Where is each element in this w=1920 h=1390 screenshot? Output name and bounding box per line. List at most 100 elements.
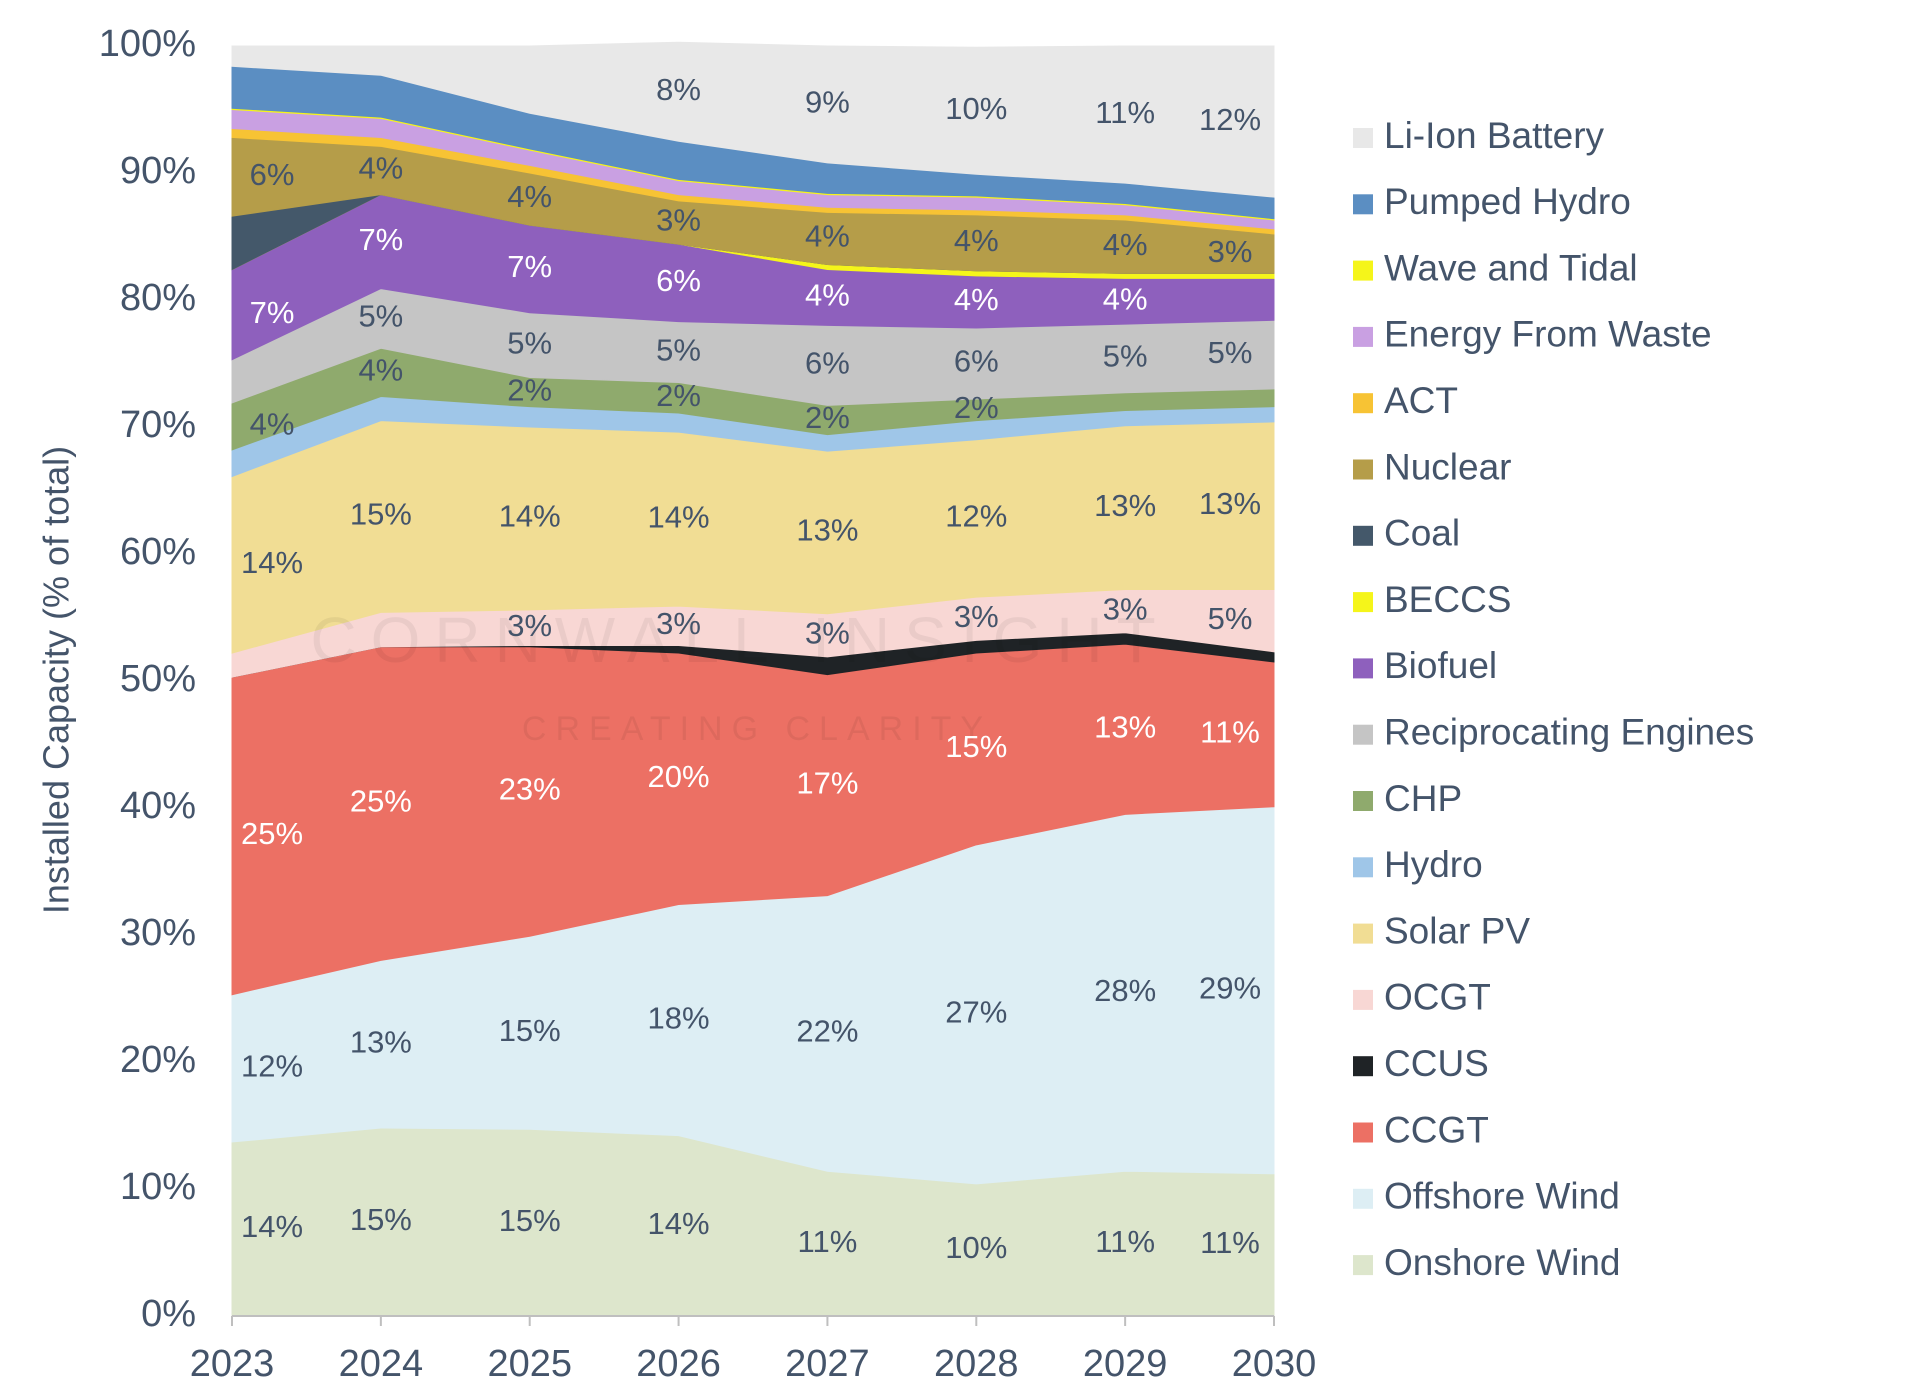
data-label: 17% (796, 765, 858, 800)
legend-swatch (1353, 989, 1373, 1010)
legend-swatch (1353, 1056, 1373, 1077)
data-label: 13% (1094, 488, 1156, 523)
data-label: 4% (358, 353, 403, 388)
data-label: 29% (1199, 970, 1261, 1005)
data-label: 5% (507, 325, 552, 360)
data-label: 15% (350, 497, 412, 532)
data-label: 4% (250, 407, 295, 442)
legend-swatch (1353, 128, 1373, 148)
data-label: 5% (1208, 601, 1253, 636)
legend-swatch (1353, 923, 1373, 944)
data-label: 14% (648, 499, 710, 534)
y-tick-label: 50% (120, 658, 196, 700)
data-label: 6% (954, 344, 999, 379)
data-label: 3% (507, 608, 552, 643)
data-label: 15% (499, 1203, 561, 1238)
data-label: 4% (1103, 227, 1148, 262)
data-label: 27% (945, 995, 1007, 1030)
data-label: 14% (241, 545, 303, 580)
x-tick-label: 2025 (487, 1343, 572, 1385)
data-label: 23% (499, 772, 561, 807)
data-label: 4% (1103, 281, 1148, 316)
data-label: 5% (358, 299, 403, 334)
y-tick-label: 100% (99, 23, 196, 65)
y-tick-label: 60% (120, 531, 196, 573)
x-tick-label: 2028 (934, 1343, 1019, 1385)
data-label: 11% (1200, 715, 1260, 750)
data-label: 11% (1200, 1225, 1260, 1260)
data-label: 25% (241, 816, 303, 851)
x-tick-label: 2023 (190, 1343, 275, 1385)
legend-swatch (1353, 393, 1373, 414)
data-label: 2% (656, 378, 701, 413)
data-label: 3% (954, 599, 999, 634)
data-label: 12% (1199, 102, 1261, 137)
legend-swatch (1353, 194, 1373, 215)
legend-swatch (1353, 1255, 1373, 1276)
legend-label: Pumped Hydro (1384, 181, 1631, 222)
data-label: 4% (954, 282, 999, 317)
legend-label: Energy From Waste (1384, 314, 1712, 355)
data-label: 11% (1095, 95, 1155, 130)
data-label: 14% (648, 1206, 710, 1241)
data-label: 22% (796, 1014, 858, 1049)
legend-label: Wave and Tidal (1384, 247, 1638, 288)
data-label: 5% (1103, 339, 1148, 374)
legend-label: Li-Ion Battery (1384, 115, 1605, 156)
legend-swatch (1353, 857, 1373, 878)
legend-label: Biofuel (1384, 645, 1497, 686)
legend-swatch (1353, 459, 1373, 480)
legend-swatch (1353, 724, 1373, 745)
legend-label: OCGT (1384, 977, 1491, 1018)
area (231, 41, 1275, 198)
data-label: 15% (350, 1202, 412, 1237)
watermark-group: CORNWALL INSIGHT CREATING CLARITY (310, 604, 1155, 748)
data-label: 4% (358, 151, 403, 186)
data-label: 8% (656, 72, 701, 107)
legend-label: Coal (1384, 513, 1460, 554)
data-label: 14% (241, 1209, 303, 1244)
legend-label: CCUS (1384, 1043, 1489, 1084)
x-tick-label: 2030 (1232, 1343, 1317, 1385)
legend-swatch (1353, 326, 1373, 347)
legend-label: Solar PV (1384, 910, 1530, 951)
data-label: 14% (499, 499, 561, 534)
data-label: 15% (499, 1013, 561, 1048)
data-label: 7% (250, 295, 295, 330)
y-tick-label: 20% (120, 1039, 196, 1081)
watermark: CREATING CLARITY (522, 710, 992, 748)
y-tick-label: 0% (141, 1293, 196, 1335)
y-tick-label: 10% (120, 1166, 196, 1208)
data-label: 13% (1199, 486, 1261, 521)
legend-swatch (1353, 525, 1373, 546)
y-tick-label: 30% (120, 912, 196, 954)
y-tick-label: 40% (120, 785, 196, 827)
data-label: 15% (945, 729, 1007, 764)
y-tick-label: 80% (120, 277, 196, 319)
legend-label: ACT (1384, 380, 1458, 421)
data-label: 9% (805, 85, 850, 120)
data-label: 2% (805, 400, 850, 435)
data-label: 6% (805, 346, 850, 381)
x-tick-label: 2029 (1083, 1343, 1168, 1385)
legend-label: CCGT (1384, 1109, 1489, 1150)
legend-swatch (1353, 791, 1373, 811)
data-label: 11% (798, 1224, 858, 1259)
data-label: 4% (805, 278, 850, 313)
legend-swatch (1353, 1188, 1373, 1209)
x-tick-label: 2024 (339, 1343, 424, 1385)
legend-label: Onshore Wind (1384, 1242, 1621, 1283)
legend-swatch (1353, 658, 1373, 679)
legend-swatch (1353, 260, 1373, 281)
data-label: 2% (954, 390, 999, 425)
data-label: 25% (350, 784, 412, 819)
data-label: 7% (358, 222, 403, 257)
legend-label: CHP (1384, 778, 1462, 819)
legend-label: Offshore Wind (1384, 1176, 1620, 1217)
x-tick-label: 2026 (636, 1343, 721, 1385)
data-label: 13% (796, 513, 858, 548)
plot-area (231, 41, 1275, 1317)
overlay: 14% 15% 15% 14% 11% 10% 11% 11% 12% 13% 15% 18% 22% 2… (232, 72, 1754, 1317)
data-label: 4% (954, 223, 999, 258)
